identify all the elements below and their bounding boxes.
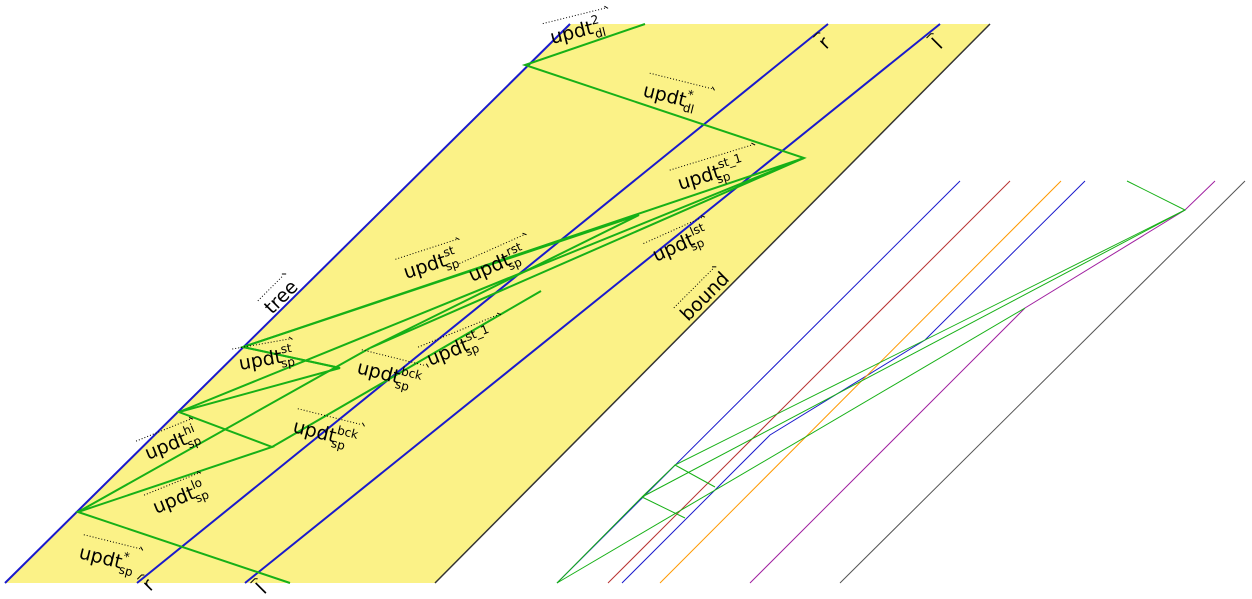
search-region-band [5, 24, 990, 583]
label-updt-sp-lst-sub: sp [688, 235, 706, 253]
svg-text:updtst_1sp: updtst_1sp [674, 151, 747, 198]
left-panel: tree bound r l r l updt2dl [4, 5, 991, 599]
label-updt-sp-st-small-sub: sp [280, 354, 296, 370]
label-updt-sp-bck-mid-sub: sp [394, 377, 411, 394]
label-updt-sp-bck-mid-sup: bck [400, 364, 424, 383]
label-updt-dl-2-sub: dl [593, 25, 607, 41]
right-gray-line [839, 180, 1246, 584]
label-updt-sp-st1-lower-sub: sp [463, 341, 481, 359]
label-updt-dl-star-sup: * [686, 87, 695, 102]
label-updt-sp-st-mid-sup: st [441, 243, 456, 260]
r-line [136, 23, 829, 584]
right-green-path [556, 180, 1187, 584]
label-updt-sp-hi-sub: sp [185, 433, 203, 451]
label-updt-sp-st1-upper: updtst_1sp [669, 142, 756, 198]
label-updt-sp-rst-sup: rst [504, 239, 524, 258]
green-line-bck [242, 346, 341, 369]
label-updt-sp-star-sub: sp [117, 562, 134, 579]
label-updt-sp-lo-sup: lo [189, 475, 204, 492]
label-updt-sp-lo-sub: sp [193, 487, 211, 505]
right-blue-line-1 [556, 180, 961, 584]
green-line-lst [178, 157, 805, 413]
label-updt-sp-rst-sub: sp [506, 255, 524, 273]
label-updt-sp-st1-upper-sub: sp [715, 169, 732, 186]
tree-line [4, 23, 571, 584]
label-updt-dl-2-sup: 2 [589, 12, 600, 27]
green-line-st [242, 157, 805, 348]
right-purple-line [749, 180, 1216, 584]
right-green-line-3 [641, 209, 1186, 498]
label-updt-sp-star-sup: * [122, 549, 131, 564]
right-green-line-2 [556, 307, 1026, 584]
label-updt-sp-lst-sup: lst [688, 220, 707, 239]
label-updt-sp-st1-upper-sup: st_1 [716, 151, 744, 172]
right-panel [556, 180, 1246, 584]
green-line-lo [77, 347, 371, 513]
label-updt-sp-bck-low-sub: sp [330, 436, 347, 453]
label-updt-sp-bck-low-sup: bck [336, 423, 360, 442]
label-updt-sp-hi-sup: hi [181, 421, 196, 438]
l-line [244, 23, 941, 584]
label-updt-sp-st-small-sup: st [279, 341, 293, 357]
band-right-border [434, 23, 991, 584]
right-blue-line-2 [621, 180, 1086, 584]
label-updt-dl-star-sub: dl [681, 100, 695, 116]
green-line-st1 [271, 290, 542, 448]
label-updt-sp-st-mid-sub: sp [444, 256, 462, 274]
right-red-line [607, 180, 1011, 584]
